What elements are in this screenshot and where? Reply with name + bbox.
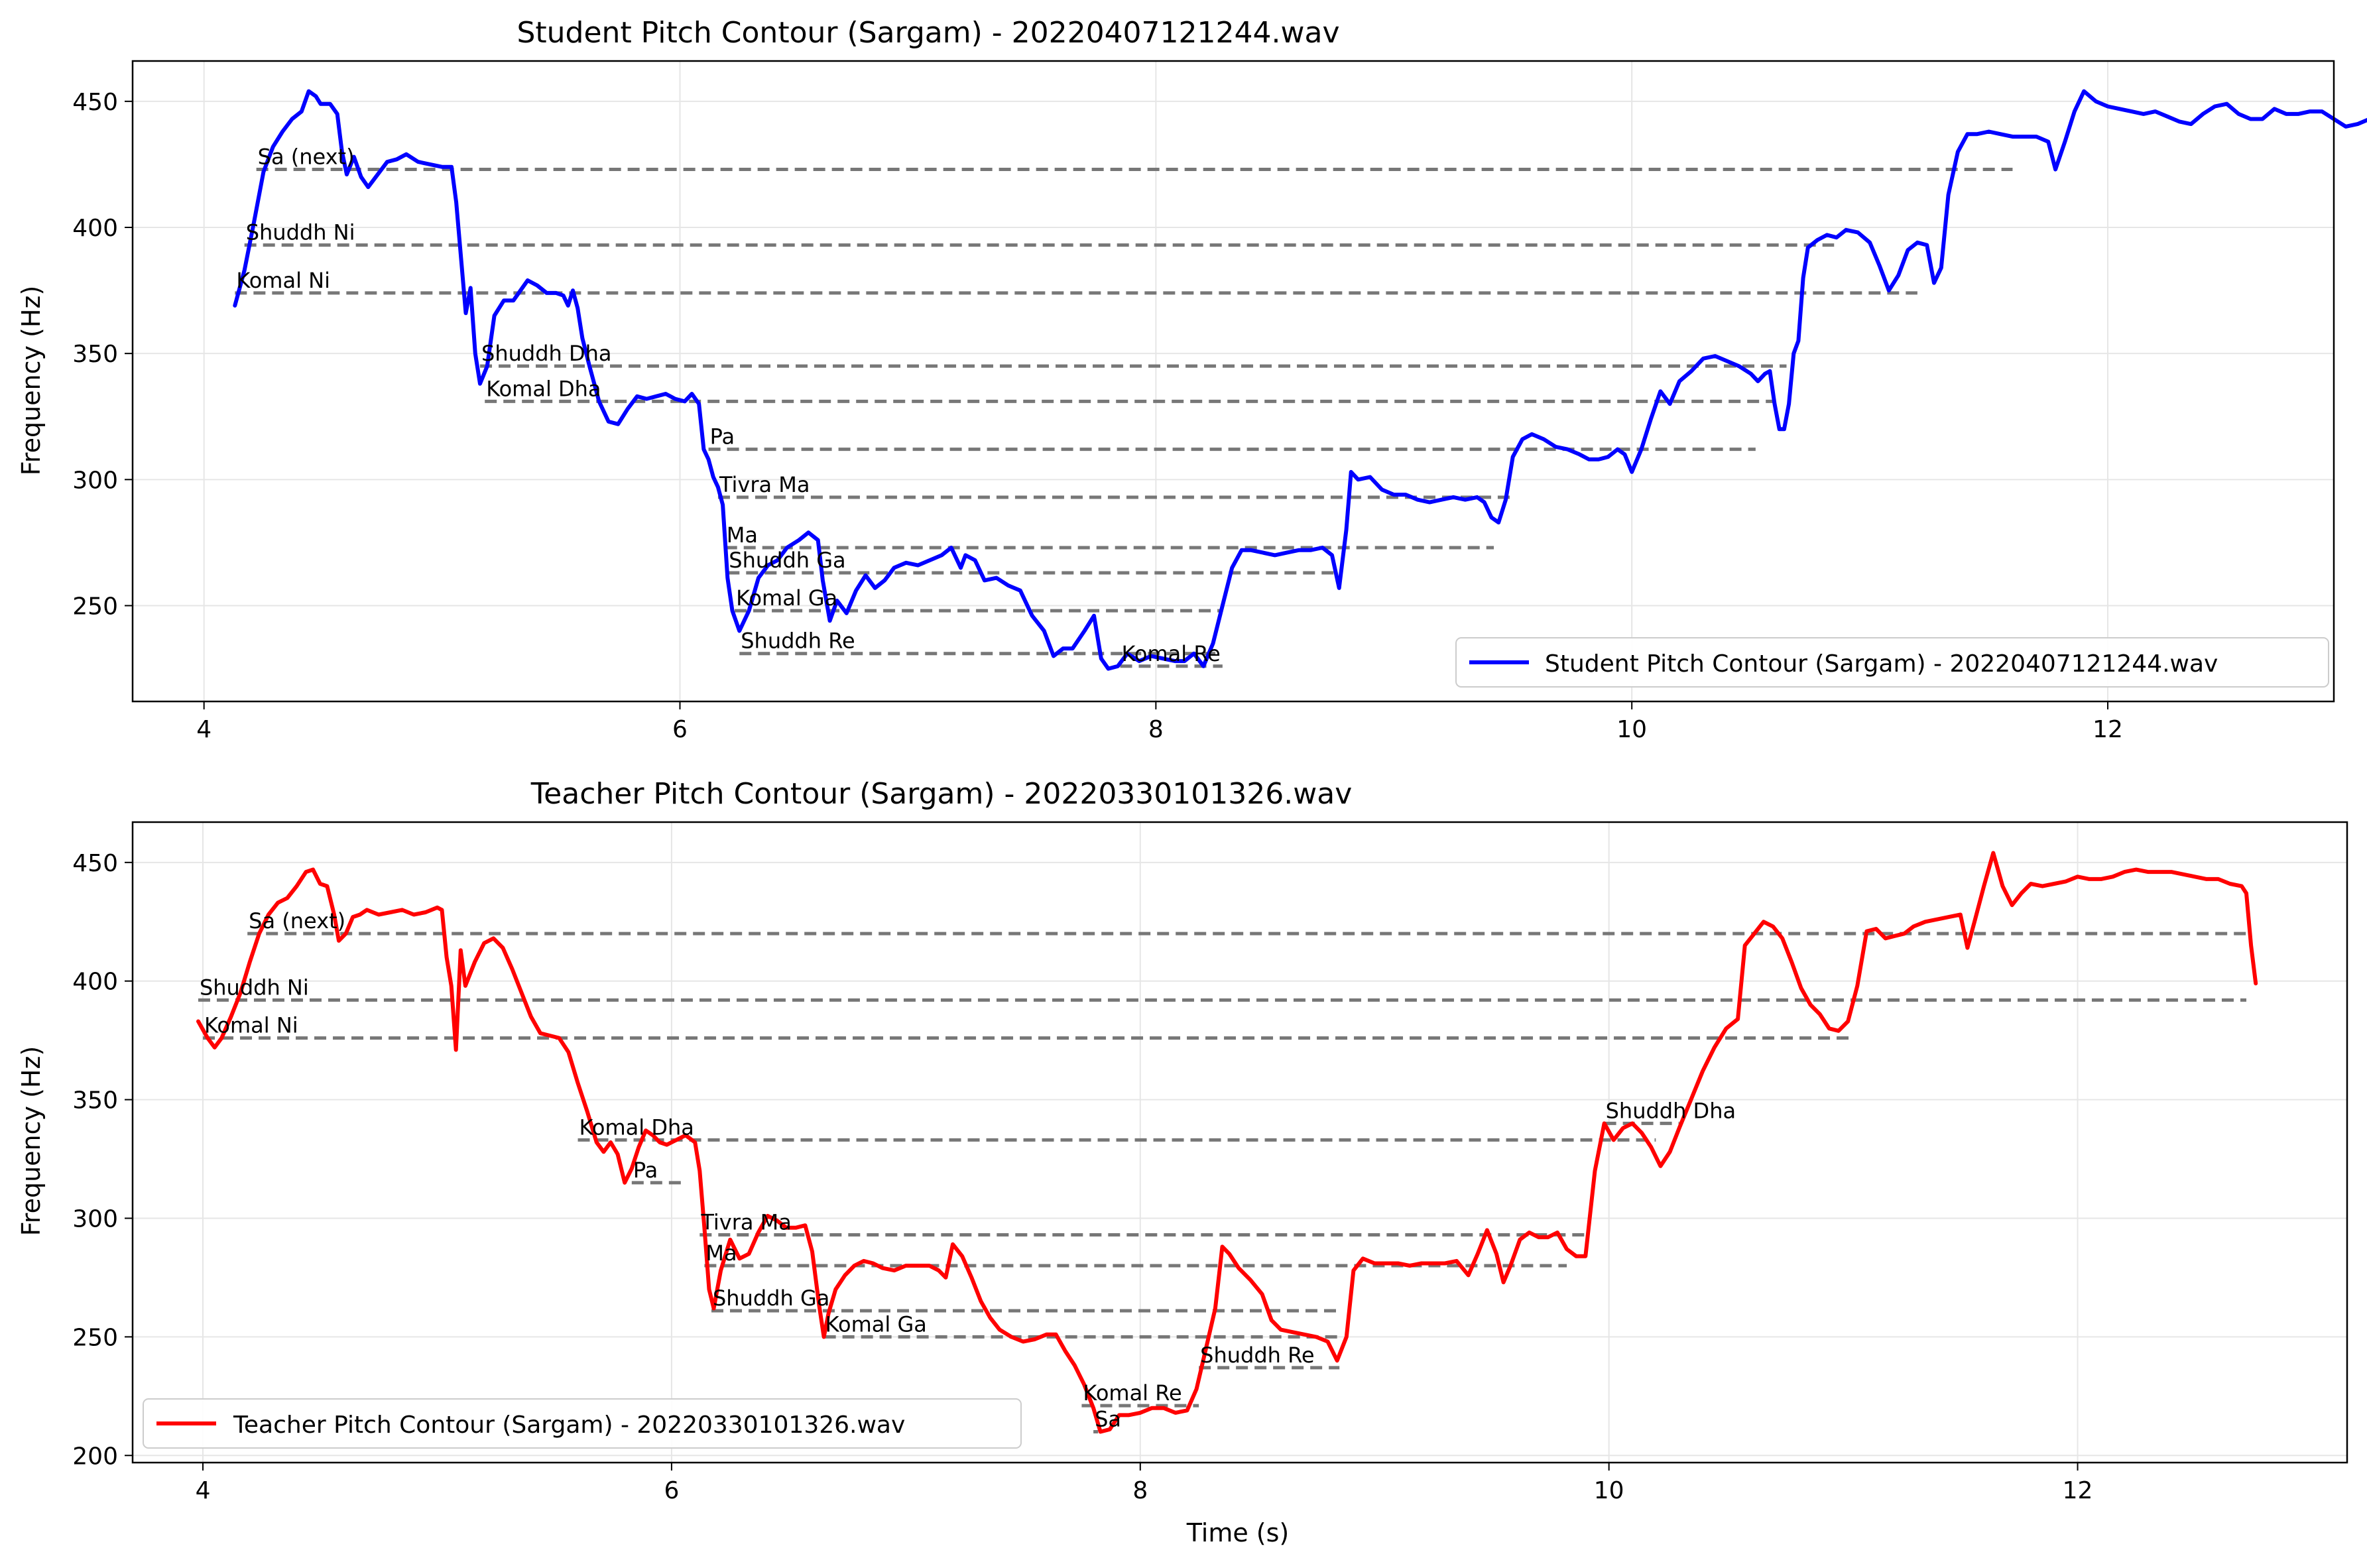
note-label: Tivra Ma	[719, 472, 810, 497]
note-label: Shuddh Re	[1200, 1343, 1314, 1368]
y-tick-label: 250	[72, 1324, 118, 1351]
note-label: Shuddh Ga	[729, 548, 845, 573]
note-label: Shuddh Ni	[246, 220, 355, 245]
y-tick-label: 300	[72, 1205, 118, 1233]
student-chart-frame	[131, 60, 2335, 703]
student-chart-title: Student Pitch Contour (Sargam) - 2022040…	[516, 16, 1339, 50]
note-label: Shuddh Ni	[200, 975, 309, 1000]
teacher-chart-x-axis-label: Time (s)	[1186, 1518, 1290, 1547]
student-chart-y-axis-label: Frequency (Hz)	[17, 286, 46, 476]
x-tick-label: 12	[2063, 1477, 2093, 1504]
student-chart-plot-area	[233, 89, 2367, 671]
teacher-chart-legend: Teacher Pitch Contour (Sargam) - 2022033…	[143, 1398, 1022, 1449]
x-tick-label: 4	[196, 716, 212, 743]
student-chart-grid	[133, 61, 2334, 701]
x-tick-label: 10	[1594, 1477, 1624, 1504]
note-label: Komal Re	[1083, 1380, 1182, 1406]
y-tick-label: 400	[72, 969, 118, 996]
x-tick-label: 8	[1148, 716, 1164, 743]
note-label: Komal Dha	[579, 1115, 694, 1140]
teacher-chart-x-ticks: 4 6 8 10 12	[196, 1463, 2093, 1504]
y-tick-label: 450	[72, 850, 118, 877]
teacher-chart-title: Teacher Pitch Contour (Sargam) - 2022033…	[530, 777, 1352, 811]
note-label: Pa	[633, 1158, 658, 1183]
teacher-chart-frame	[131, 821, 2348, 1464]
note-label: Sa	[1095, 1406, 1121, 1431]
note-label: Shuddh Dha	[481, 341, 611, 366]
y-tick-label: 350	[72, 1087, 118, 1115]
teacher-chart-plot-area	[196, 851, 2258, 1434]
note-label: Pa	[710, 424, 735, 450]
student-legend-box	[1455, 637, 2329, 688]
teacher-legend-label: Teacher Pitch Contour (Sargam) - 2022033…	[233, 1412, 905, 1439]
x-tick-label: 4	[196, 1477, 211, 1504]
note-label: Komal Dha	[486, 376, 601, 401]
teacher-chart-y-ticks: 200 250 300 350 400 450	[72, 850, 133, 1470]
student-chart: Student Pitch Contour (Sargam) - 2022040…	[17, 16, 2367, 743]
note-label: Komal Ga	[825, 1311, 927, 1337]
note-label: Komal Ni	[236, 268, 330, 293]
teacher-chart: Teacher Pitch Contour (Sargam) - 2022033…	[17, 777, 2348, 1547]
y-tick-label: 250	[72, 593, 118, 620]
student-chart-legend: Student Pitch Contour (Sargam) - 2022040…	[1455, 637, 2329, 688]
y-tick-label: 350	[72, 341, 118, 368]
x-tick-label: 10	[1616, 716, 1647, 743]
y-tick-label: 400	[72, 215, 118, 242]
y-tick-label: 450	[72, 89, 118, 116]
x-tick-label: 6	[664, 1477, 679, 1504]
note-label: Shuddh Ga	[713, 1286, 829, 1311]
x-tick-label: 8	[1132, 1477, 1148, 1504]
note-label: Komal Ga	[736, 585, 837, 611]
note-label: Sa (next)	[258, 145, 355, 170]
pitch-contour-line	[196, 851, 2258, 1434]
note-label: Tivra Ma	[700, 1210, 792, 1235]
student-chart-y-ticks: 250 300 350 400 450	[72, 89, 133, 620]
teacher-legend-box	[143, 1398, 1022, 1449]
note-label: Ma	[705, 1240, 737, 1266]
note-label: Komal Ni	[204, 1013, 298, 1038]
teacher-chart-reference-lines	[198, 932, 2247, 1433]
note-label: Sa (next)	[249, 908, 345, 934]
student-chart-x-ticks: 4 6 8 10 12	[196, 701, 2123, 743]
note-label: Shuddh Re	[741, 629, 855, 654]
teacher-chart-note-labels: Sa (next) Shuddh Ni Komal Ni Komal Dha Pa Tiv…	[200, 908, 1736, 1431]
x-tick-label: 6	[672, 716, 688, 743]
note-label: Shuddh Dha	[1606, 1098, 1736, 1123]
y-tick-label: 300	[72, 467, 118, 494]
student-legend-label: Student Pitch Contour (Sargam) - 2022040…	[1545, 650, 2218, 678]
student-chart-note-labels: Sa (next) Shuddh Ni Komal Ni Shuddh Dha Koma…	[236, 145, 1220, 666]
note-label: Komal Re	[1122, 641, 1221, 666]
teacher-chart-y-axis-label: Frequency (Hz)	[17, 1046, 46, 1236]
note-label: Ma	[727, 522, 758, 548]
x-tick-label: 12	[2093, 716, 2123, 743]
pitch-contour-line	[233, 89, 2367, 671]
y-tick-label: 200	[72, 1443, 118, 1470]
